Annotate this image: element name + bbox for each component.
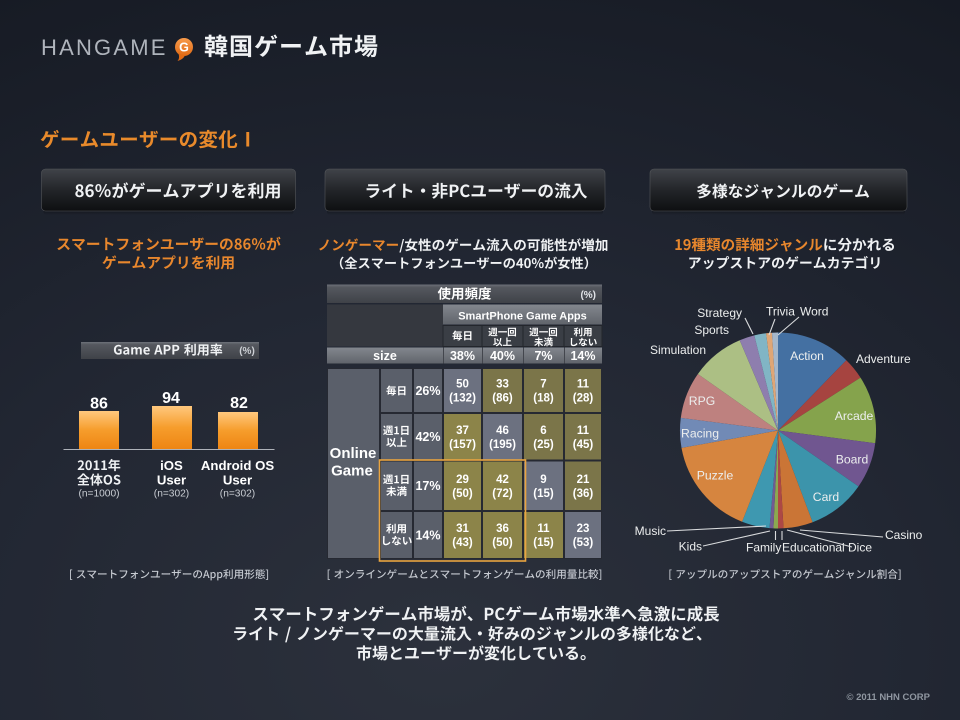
svg-text:RPG: RPG xyxy=(689,394,715,408)
svg-text:User: User xyxy=(157,473,186,488)
svg-text:Family: Family xyxy=(746,541,781,555)
svg-text:40%: 40% xyxy=(490,349,515,363)
svg-text:37: 37 xyxy=(456,425,469,437)
svg-text:14%: 14% xyxy=(415,529,440,543)
svg-text:(%): (%) xyxy=(239,346,255,357)
svg-text:Arcade: Arcade xyxy=(835,409,874,423)
svg-text:(n=302): (n=302) xyxy=(154,489,189,500)
svg-text:14%: 14% xyxy=(570,349,595,363)
svg-text:Racing: Racing xyxy=(681,427,719,441)
svg-text:HANGAME: HANGAME xyxy=(41,35,168,60)
svg-text:(28): (28) xyxy=(573,393,594,405)
svg-text:36: 36 xyxy=(496,523,509,535)
svg-text:(45): (45) xyxy=(573,439,594,451)
svg-text:86: 86 xyxy=(90,396,108,413)
svg-text:Music: Music xyxy=(635,524,666,538)
svg-text:size: size xyxy=(373,349,397,363)
svg-text:(15): (15) xyxy=(533,537,554,549)
svg-text:42%: 42% xyxy=(415,430,440,444)
svg-text:7%: 7% xyxy=(534,349,552,363)
svg-text:38%: 38% xyxy=(450,349,475,363)
svg-text:82: 82 xyxy=(230,395,248,412)
svg-text:(72): (72) xyxy=(492,488,513,500)
svg-text:Casino: Casino xyxy=(885,528,923,542)
svg-text:23: 23 xyxy=(577,523,590,535)
svg-text:G: G xyxy=(179,41,189,55)
svg-text:(43): (43) xyxy=(452,537,473,549)
svg-text:29: 29 xyxy=(456,474,469,486)
svg-text:User: User xyxy=(223,473,252,488)
svg-text:33: 33 xyxy=(496,379,509,391)
svg-text:(157): (157) xyxy=(449,439,476,451)
svg-text:Sports: Sports xyxy=(694,323,729,337)
svg-text:© 2011 NHN CORP: © 2011 NHN CORP xyxy=(846,692,930,703)
svg-text:(15): (15) xyxy=(533,488,554,500)
svg-text:6: 6 xyxy=(540,425,546,437)
svg-text:11: 11 xyxy=(537,523,550,535)
svg-text:7: 7 xyxy=(540,379,546,391)
svg-text:26%: 26% xyxy=(415,384,440,398)
svg-text:9: 9 xyxy=(540,474,546,486)
svg-text:94: 94 xyxy=(162,390,180,407)
svg-text:Educational: Educational xyxy=(782,541,845,555)
svg-text:(n=1000): (n=1000) xyxy=(78,489,119,500)
svg-text:Trivia: Trivia xyxy=(766,305,795,319)
svg-text:Simulation: Simulation xyxy=(650,343,706,357)
svg-text:(%): (%) xyxy=(580,290,596,301)
svg-text:(25): (25) xyxy=(533,439,554,451)
svg-text:11: 11 xyxy=(577,425,590,437)
svg-text:Kids: Kids xyxy=(679,540,702,554)
svg-text:(132): (132) xyxy=(449,393,476,405)
svg-text:SmartPhone Game Apps: SmartPhone Game Apps xyxy=(458,311,587,323)
svg-text:(50): (50) xyxy=(492,537,513,549)
svg-text:11: 11 xyxy=(577,379,590,391)
svg-text:Strategy: Strategy xyxy=(697,306,742,320)
svg-text:50: 50 xyxy=(456,379,469,391)
svg-text:(195): (195) xyxy=(489,439,516,451)
svg-text:Puzzle: Puzzle xyxy=(697,469,734,483)
svg-text:Adventure: Adventure xyxy=(856,352,911,366)
svg-text:(53): (53) xyxy=(573,537,594,549)
svg-text:Board: Board xyxy=(836,453,869,467)
svg-text:Dice: Dice xyxy=(848,541,872,555)
svg-text:Card: Card xyxy=(813,490,839,504)
svg-text:Online: Online xyxy=(330,445,377,462)
svg-text:21: 21 xyxy=(577,474,590,486)
svg-text:17%: 17% xyxy=(415,479,440,493)
svg-text:31: 31 xyxy=(456,523,469,535)
svg-text:(86): (86) xyxy=(492,393,513,405)
svg-text:(36): (36) xyxy=(573,488,594,500)
svg-text:42: 42 xyxy=(496,474,509,486)
svg-text:(n=302): (n=302) xyxy=(220,489,255,500)
svg-text:Game: Game xyxy=(331,463,373,480)
svg-text:Word: Word xyxy=(800,305,828,319)
svg-text:(18): (18) xyxy=(533,393,554,405)
svg-text:(50): (50) xyxy=(452,488,473,500)
svg-text:Action: Action xyxy=(790,349,824,363)
svg-text:iOS: iOS xyxy=(160,458,183,473)
svg-text:Android OS: Android OS xyxy=(201,458,274,473)
svg-text:46: 46 xyxy=(496,425,509,437)
